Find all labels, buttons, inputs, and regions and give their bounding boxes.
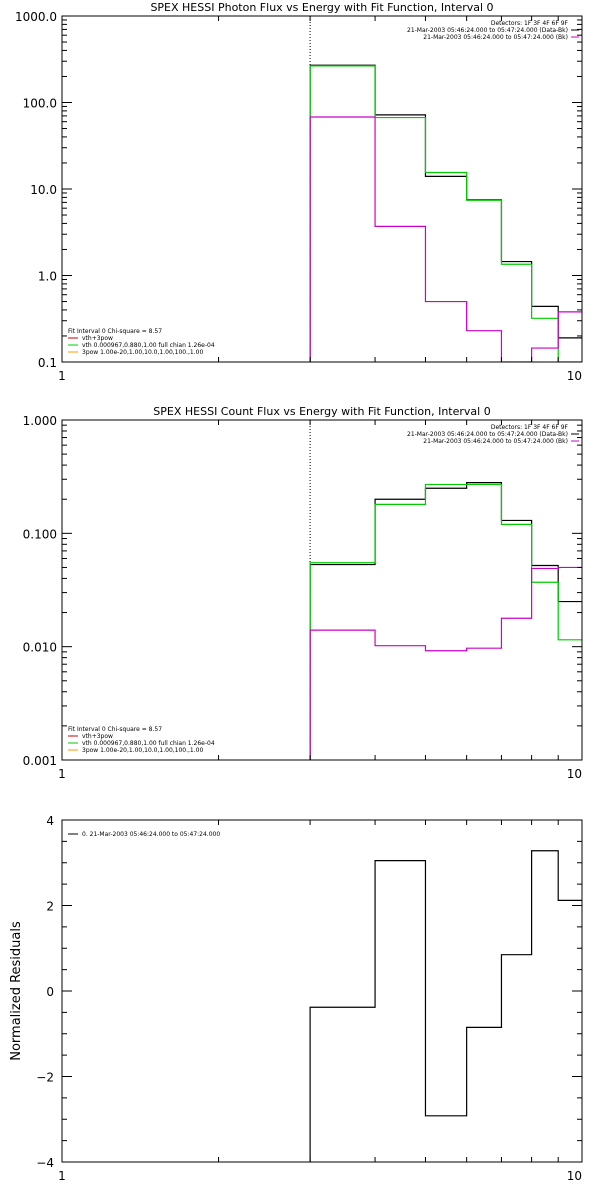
y-tick-label: 0: [46, 985, 54, 999]
legend-entry: vth+3pow: [82, 733, 113, 740]
info-line: 21-Mar-2003 05:46:24.000 to 05:47:24.000…: [423, 438, 568, 445]
y-tick-label: 1.000: [23, 414, 57, 428]
x-tick-label: 1: [58, 369, 66, 383]
series-1-steps: [309, 65, 582, 362]
series-2-steps: [309, 566, 582, 760]
series-0-steps: [309, 482, 582, 760]
y-tick-label: 100.0: [23, 97, 57, 111]
info-line: 21-Mar-2003 05:46:24.000 to 05:47:24.000…: [423, 34, 568, 41]
series-1: [309, 483, 582, 760]
series-0: [309, 850, 582, 1162]
x-tick-label: 1: [58, 767, 66, 781]
plot-frame: [61, 15, 583, 363]
y-tick-label: −2: [36, 1071, 54, 1085]
y-tick-label: 0.1: [38, 356, 57, 370]
legend-entry: vth 0.000967,0.880,1.00 full chian 1.26e…: [82, 342, 215, 349]
x-tick-label: 10: [567, 767, 582, 781]
series-0: [309, 482, 582, 760]
y-tick-label: 0.010: [23, 641, 57, 655]
chart-title: SPEX HESSI Count Flux vs Energy with Fit…: [153, 405, 490, 418]
series-2: [309, 116, 582, 362]
series-2-steps: [309, 116, 582, 362]
x-tick-label: 10: [567, 1169, 582, 1183]
plot-frame: [61, 419, 583, 761]
plot-frame: [61, 819, 583, 1163]
y-tick-label: 2: [46, 900, 54, 914]
series-1: [309, 65, 582, 362]
series-0-steps: [309, 850, 582, 1162]
legend-entry: vth+3pow: [82, 335, 113, 342]
y-tick-label: −4: [36, 1156, 54, 1170]
y-tick-label: 4: [46, 814, 54, 828]
y-tick-label: 1000.0: [15, 10, 57, 24]
legend-entry: vth 0.000967,0.880,1.00 full chian 1.26e…: [82, 740, 215, 747]
info-line: 21-Mar-2003 05:46:24.000 to 05:47:24.000…: [407, 27, 568, 34]
info-line: 21-Mar-2003 05:46:24.000 to 05:47:24.000…: [407, 431, 568, 438]
info-line: Detectors: 1F 3F 4F 6F 9F: [491, 20, 569, 27]
series-2: [309, 566, 582, 760]
series-0-steps: [309, 64, 582, 362]
x-tick-label: 10: [567, 369, 582, 383]
legend-entry: 3pow 1.00e-20,1.00,10.0,1.00,100.,1.00: [82, 349, 203, 356]
y-tick-label: 0.100: [23, 527, 57, 541]
legend-entry: 3pow 1.00e-20,1.00,10.0,1.00,100.,1.00: [82, 747, 203, 754]
chart-title: SPEX HESSI Photon Flux vs Energy with Fi…: [150, 1, 493, 14]
y-tick-label: 10.0: [30, 183, 57, 197]
legend-entry: Fit Interval 0 Chi-square = 8.57: [68, 726, 162, 733]
info-line: Detectors: 1F 3F 4F 6F 9F: [491, 424, 569, 431]
series-1-steps: [309, 483, 582, 760]
legend-entry: 0. 21-Mar-2003 05:46:24.000 to 05:47:24.…: [82, 831, 220, 838]
legend-entry: Fit Interval 0 Chi-square = 8.57: [68, 328, 162, 335]
y-tick-label: 1.0: [38, 270, 57, 284]
x-tick-label: 1: [58, 1169, 66, 1183]
y-tick-label: 0.001: [23, 754, 57, 768]
y-axis-label: Normalized Residuals: [9, 921, 24, 1061]
series-0: [309, 64, 582, 362]
